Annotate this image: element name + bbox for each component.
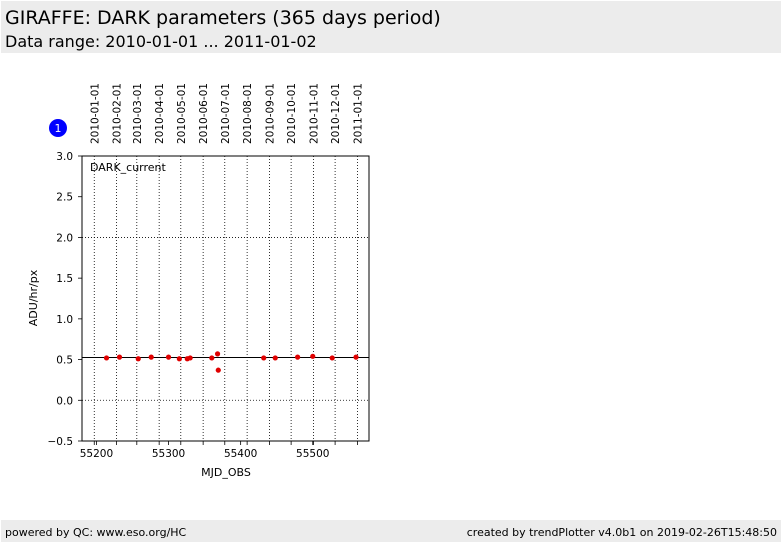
date-axis-labels: 2010-01-01 2010-02-01 2010-03-01 2010-04-01…: [89, 83, 364, 144]
date-tick-label: 2010-07-01: [220, 83, 232, 144]
date-tick-label: 2010-04-01: [154, 83, 166, 144]
data-point: [148, 354, 154, 360]
data-point: [165, 354, 172, 360]
horizontal-gridlines: [82, 237, 369, 401]
y-axis-label: ADU/hr/px: [27, 269, 40, 326]
footer-powered-by: powered by QC: www.eso.org/HC: [5, 526, 187, 539]
date-tick-label: 2010-01-01: [89, 83, 101, 144]
x-axis-label: MJD_OBS: [201, 466, 251, 479]
y-tick-label: 1.0: [56, 314, 73, 326]
data-point: [214, 351, 221, 357]
page-title: GIRAFFE: DARK parameters (365 days perio…: [5, 7, 441, 29]
data-point: [353, 354, 359, 360]
date-tick-label: 2010-10-01: [286, 83, 298, 144]
y-tick-label: 2.0: [56, 232, 73, 244]
x-tick-label: 55300: [152, 448, 185, 460]
y-tick-label: 0.5: [56, 355, 73, 367]
data-range-subtitle: Data range: 2010-01-01 ... 2011-01-02: [5, 32, 317, 51]
footer-band: powered by QC: www.eso.org/HC created by…: [1, 520, 781, 542]
date-tick-label: 2010-03-01: [132, 83, 144, 144]
data-point: [187, 355, 193, 361]
date-tick-label: 2010-11-01: [308, 83, 320, 144]
x-tick-label: 55200: [80, 448, 113, 460]
data-point: [329, 355, 335, 361]
data-point: [215, 367, 221, 373]
plot-frame: [81, 155, 370, 442]
date-tick-label: 2010-09-01: [264, 83, 276, 144]
data-points: [103, 351, 359, 373]
date-tick-label: 2010-02-01: [112, 83, 124, 144]
x-tick-label: 55500: [296, 448, 329, 460]
data-point: [310, 353, 316, 359]
date-tick-label: 2010-05-01: [176, 83, 188, 144]
y-tick-label: 3.0: [56, 151, 73, 163]
vertical-date-gridlines: [93, 156, 358, 445]
data-point: [116, 354, 123, 360]
date-tick-label: 2010-06-01: [198, 83, 210, 144]
data-point: [295, 354, 301, 360]
panel-number-badge: 1: [49, 119, 67, 137]
plot-area-border: [81, 155, 370, 442]
panel-badge-circle: [49, 119, 67, 137]
panel-label: DARK_current: [90, 161, 167, 174]
data-point: [176, 356, 182, 362]
header-band: GIRAFFE: DARK parameters (365 days perio…: [1, 1, 781, 53]
panel-number: 1: [55, 122, 62, 135]
y-tick-label: 0.0: [56, 395, 73, 407]
data-point: [103, 355, 110, 361]
footer-created-by: created by trendPlotter v4.0b1 on 2019-0…: [466, 526, 777, 539]
y-axis: −0.5 0.0 0.5 1.0 1.5 2.0 2.5 3.0: [48, 151, 82, 448]
date-tick-label: 2011-01-01: [352, 83, 364, 144]
y-tick-label: −0.5: [48, 436, 74, 448]
x-tick-label: 55400: [224, 448, 257, 460]
date-tick-label: 2010-12-01: [330, 83, 342, 144]
data-point: [272, 355, 278, 361]
date-tick-label: 2010-08-01: [242, 83, 254, 144]
data-point: [209, 355, 215, 361]
y-tick-label: 1.5: [56, 273, 73, 285]
data-point: [261, 355, 267, 361]
y-tick-label: 2.5: [56, 192, 73, 204]
x-axis: 55200 55300 55400 55500: [80, 441, 329, 460]
data-point: [135, 356, 141, 362]
